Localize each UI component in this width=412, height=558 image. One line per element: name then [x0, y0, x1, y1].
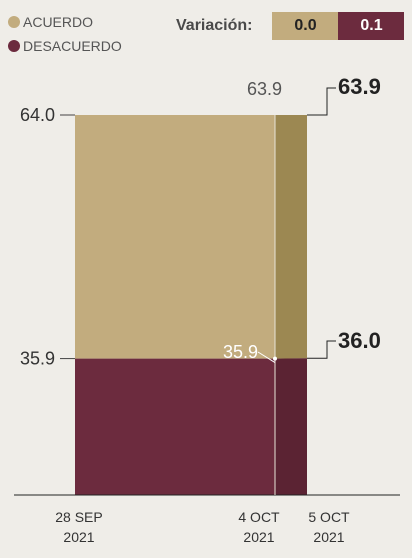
- acuerdo-area-segment-2: [275, 115, 307, 359]
- legend-swatch-desacuerdo: [8, 40, 20, 52]
- x-tick-28sep-line-1: 28 SEP: [55, 509, 102, 525]
- label-acuerdo-5oct: 63.9: [338, 74, 381, 99]
- x-tick-4oct-line-2: 2021: [243, 529, 274, 545]
- legend-label-acuerdo: ACUERDO: [23, 14, 94, 30]
- variation-panel: Variación: 0.0 0.1: [176, 12, 405, 40]
- legend-item-desacuerdo: DESACUERDO: [8, 34, 122, 58]
- x-tick-28sep-line-2: 2021: [63, 529, 94, 545]
- x-tick-4oct: 4 OCT 2021: [238, 509, 280, 545]
- label-acuerdo-28sep: 64.0: [20, 105, 55, 125]
- desacuerdo-area-segment-2: [275, 358, 307, 495]
- x-tick-4oct-line-1: 4 OCT: [238, 509, 280, 525]
- x-tick-28sep: 28 SEP 2021: [55, 509, 102, 545]
- label-desacuerdo-5oct: 36.0: [338, 328, 381, 353]
- x-tick-5oct: 5 OCT 2021: [308, 509, 350, 545]
- callout-desacuerdo-5oct: [307, 340, 336, 359]
- variation-label: Variación:: [176, 17, 253, 34]
- legend: ACUERDO DESACUERDO: [8, 10, 122, 58]
- label-desacuerdo-4oct: 35.9: [223, 342, 258, 362]
- label-acuerdo-4oct: 63.9: [247, 79, 282, 99]
- legend-item-acuerdo: ACUERDO: [8, 10, 122, 34]
- x-tick-5oct-line-1: 5 OCT: [308, 509, 350, 525]
- legend-label-desacuerdo: DESACUERDO: [23, 38, 122, 54]
- callout-acuerdo-5oct: [307, 87, 336, 116]
- variation-acuerdo-box: 0.0: [272, 12, 339, 40]
- callout-desacuerdo-4oct: [257, 351, 276, 364]
- desacuerdo-area-segment-1: [75, 358, 275, 495]
- legend-swatch-acuerdo: [8, 16, 20, 28]
- point-desacuerdo-4oct: [273, 356, 277, 361]
- acuerdo-area-segment-1: [75, 115, 275, 359]
- variation-desacuerdo-box: 0.1: [338, 12, 405, 40]
- label-desacuerdo-28sep: 35.9: [20, 349, 55, 369]
- x-tick-5oct-line-2: 2021: [313, 529, 344, 545]
